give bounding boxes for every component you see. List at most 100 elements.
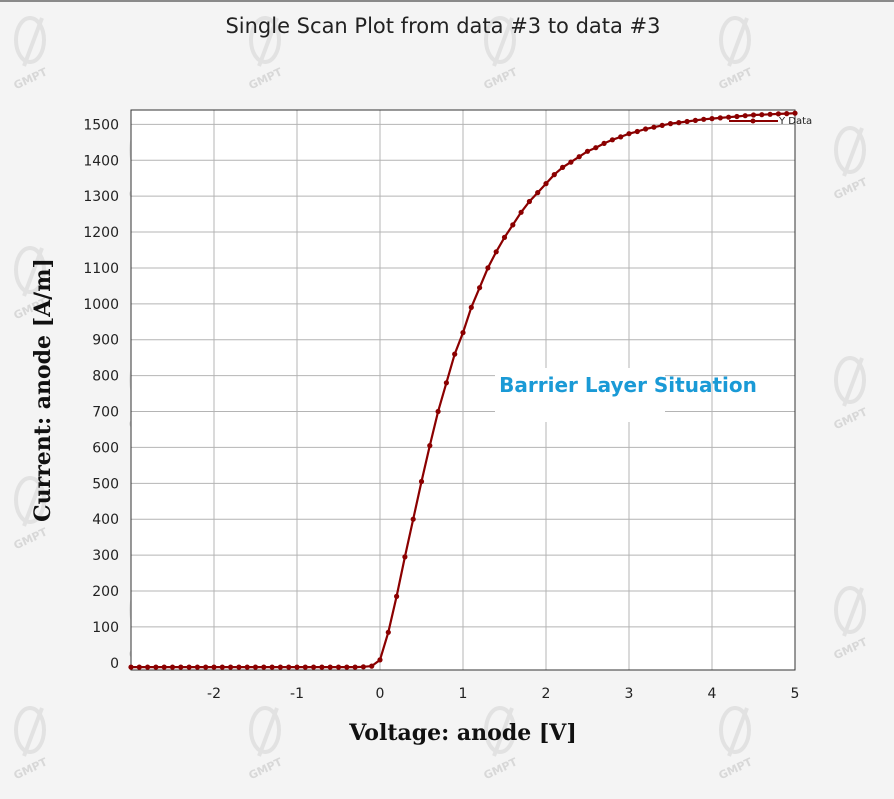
data-point	[626, 131, 632, 137]
y-tick-label: 0	[110, 656, 119, 672]
data-point	[369, 663, 375, 669]
y-tick-label: 1100	[83, 261, 119, 277]
data-point	[128, 664, 134, 670]
y-tick-label: 1300	[83, 189, 119, 205]
series-markers	[128, 110, 798, 670]
x-tick-label: 4	[708, 686, 717, 702]
data-point	[269, 664, 275, 670]
data-point	[576, 154, 582, 160]
data-point	[294, 664, 300, 670]
data-point	[435, 408, 441, 415]
y-tick-label: 100	[92, 620, 119, 636]
data-point	[651, 124, 657, 130]
data-point	[385, 629, 391, 635]
data-point	[518, 209, 524, 215]
data-point	[219, 664, 225, 670]
watermark-text: GMPT	[832, 635, 870, 662]
data-point	[684, 118, 690, 125]
data-point	[410, 516, 416, 522]
data-point	[236, 664, 242, 670]
data-point	[460, 330, 466, 336]
data-point	[767, 111, 773, 117]
data-point	[211, 664, 217, 670]
data-point	[560, 164, 566, 170]
data-point	[676, 120, 682, 126]
watermark-text: GMPT	[12, 755, 50, 782]
data-point	[726, 114, 732, 120]
y-tick-label: 500	[92, 476, 119, 492]
x-tick-label: 3	[625, 686, 634, 702]
y-tick-label: 800	[92, 369, 119, 385]
watermark-text: GMPT	[717, 65, 755, 92]
data-point	[750, 112, 757, 118]
data-point	[418, 478, 425, 485]
data-point	[701, 116, 707, 122]
x-tick-label: 2	[542, 686, 551, 702]
data-point	[634, 128, 640, 135]
data-point	[692, 117, 699, 123]
data-point	[261, 664, 267, 670]
data-point	[402, 554, 408, 560]
watermark-text: GMPT	[12, 525, 50, 552]
watermark-text: GMPT	[12, 65, 50, 92]
data-point	[443, 380, 449, 386]
data-point	[551, 172, 557, 178]
data-point	[468, 304, 474, 310]
y-tick-label: 300	[92, 548, 119, 564]
annotation-label: Barrier Layer Situation	[499, 373, 757, 397]
data-point	[759, 112, 765, 118]
y-tick-label: 400	[92, 512, 119, 528]
annotation-background	[495, 368, 665, 422]
data-point	[153, 664, 159, 670]
data-point	[244, 664, 250, 670]
data-point	[510, 222, 516, 228]
data-point	[277, 664, 283, 670]
data-point	[535, 190, 541, 196]
x-tick-label: -2	[207, 686, 221, 702]
tick-labels: -2 -1 0 1 2 3 4 5 0 100 200 300 400 500 600 700 800 900 10…	[83, 117, 799, 702]
data-point	[709, 116, 715, 122]
watermark-text: GMPT	[247, 65, 285, 92]
y-tick-label: 600	[92, 440, 119, 456]
watermark-text: GMPT	[482, 755, 520, 782]
y-tick-label: 1400	[83, 153, 119, 169]
watermark-text: GMPT	[717, 755, 755, 782]
data-point	[452, 351, 458, 357]
data-point	[643, 126, 649, 132]
data-point	[485, 265, 491, 271]
y-tick-label: 900	[92, 333, 119, 349]
y-tick-label: 1000	[83, 297, 119, 313]
watermark-text: GMPT	[832, 175, 870, 202]
data-point	[784, 111, 790, 117]
data-point	[360, 664, 366, 670]
data-point	[717, 115, 723, 121]
y-axis-label: Current: anode [A/m]	[30, 258, 56, 522]
y-tick-label: 1500	[83, 117, 119, 133]
data-point	[228, 664, 234, 670]
data-point	[178, 664, 184, 670]
plot-frame	[130, 109, 796, 671]
data-point	[501, 234, 508, 240]
watermark-text: GMPT	[247, 755, 285, 782]
data-point	[659, 122, 665, 128]
data-point	[377, 657, 383, 663]
data-point	[601, 140, 607, 146]
data-point	[493, 249, 499, 255]
data-point	[584, 148, 591, 154]
data-point	[136, 664, 142, 670]
watermark-logo: GMPT	[832, 126, 870, 202]
watermark-logo: GMPT	[247, 706, 285, 782]
watermark-logo: GMPT	[717, 16, 755, 92]
data-point	[568, 159, 574, 165]
watermark-text: GMPT	[482, 65, 520, 92]
watermark-logo: GMPT	[717, 706, 755, 782]
x-tick-label: -1	[290, 686, 304, 702]
data-point	[526, 198, 533, 205]
legend-label: Y Data	[778, 116, 812, 127]
window-top-border	[0, 0, 894, 2]
y-tick-label: 700	[92, 405, 119, 421]
data-point	[344, 664, 350, 670]
data-point	[792, 110, 798, 116]
data-point	[427, 443, 433, 449]
